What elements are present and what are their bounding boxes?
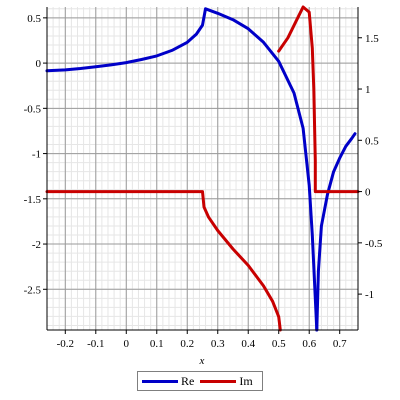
- x-tick-label: 0.1: [150, 338, 164, 350]
- series-line-im: [277, 5, 360, 194]
- y-left-tick-label: 0: [36, 58, 42, 70]
- x-tick-label: -0.1: [87, 338, 104, 350]
- y-right-tick-label: 1: [365, 84, 371, 96]
- series-layer: [45, 5, 360, 332]
- x-tick-label: 0.7: [333, 338, 347, 350]
- y-right-tick-label: 0.5: [365, 135, 379, 147]
- x-axis-label: x: [199, 355, 205, 367]
- legend-swatch-re: [142, 379, 178, 383]
- y-left-tick-label: -2: [32, 239, 41, 251]
- y-left-tick-label: -1.5: [24, 194, 42, 206]
- y-left-tick-label: -1: [32, 149, 41, 161]
- x-tick-label: 0.2: [180, 338, 194, 350]
- x-tick-label: -0.2: [57, 338, 74, 350]
- y-right-tick-label: 0: [365, 187, 371, 199]
- series-line-re: [45, 7, 319, 332]
- y-left-tick-label: -2.5: [24, 284, 42, 296]
- tick-layer: -0.2 -0.1 0 0.1 0.2 0.3 0.4 0.5 0.6 0.7 0.5 0 -0.5 -1…: [24, 13, 383, 350]
- y-left-tick-label: -0.5: [24, 103, 42, 115]
- legend-label-re: Re: [181, 373, 195, 388]
- x-tick-label: 0.4: [241, 338, 255, 350]
- x-tick-label: 0: [124, 338, 130, 350]
- y-left-tick-label: 0.5: [27, 13, 41, 25]
- legend-label-im: Im: [239, 373, 253, 388]
- legend-item-re: Re: [142, 374, 194, 389]
- x-tick-label: 0.3: [211, 338, 225, 350]
- y-right-tick-label: -1: [365, 289, 374, 301]
- legend-swatch-im: [200, 379, 237, 383]
- y-right-tick-label: -0.5: [365, 238, 383, 250]
- legend: Re Im: [137, 371, 263, 391]
- legend-item-im: Im: [200, 373, 253, 389]
- series-line-re: [315, 132, 357, 332]
- x-tick-label: 0.5: [272, 338, 286, 350]
- x-tick-label: 0.6: [302, 338, 316, 350]
- axes-layer: [46, 7, 359, 331]
- y-right-tick-label: 1.5: [365, 33, 379, 45]
- series-line-im: [45, 190, 282, 332]
